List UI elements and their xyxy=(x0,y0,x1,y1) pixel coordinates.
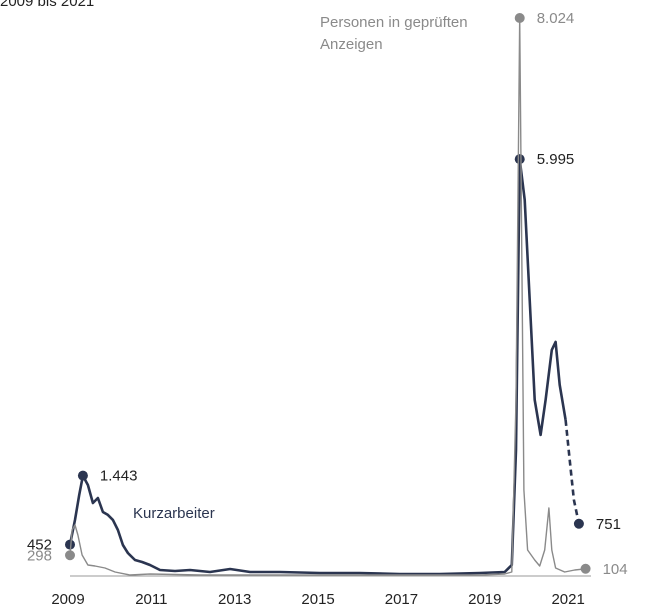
data-point xyxy=(580,563,591,574)
x-tick-label: 2013 xyxy=(218,591,251,608)
x-tick-label: 2021 xyxy=(551,591,584,608)
data-point xyxy=(573,518,584,529)
data-point xyxy=(77,470,88,481)
data-point xyxy=(514,154,525,165)
x-tick-label: 2017 xyxy=(385,591,418,608)
data-label: 452 xyxy=(27,537,52,554)
data-point xyxy=(65,539,75,550)
data-label: 8.024 xyxy=(537,10,575,27)
data-label: 298 xyxy=(27,547,52,564)
data-label: 104 xyxy=(603,561,628,578)
series-label-box: Personen in geprüften Anzeigen xyxy=(320,14,468,53)
series-line-dashed xyxy=(564,419,581,525)
data-label: 1.443 xyxy=(100,468,138,485)
x-tick-label: 2015 xyxy=(301,591,334,608)
data-label: 751 xyxy=(596,516,621,533)
series-line xyxy=(69,17,586,576)
data-point xyxy=(65,550,75,561)
series-label: Personen in geprüften Anzeigen xyxy=(320,14,468,53)
x-tick-label: 2011 xyxy=(135,591,167,608)
data-label: 5.995 xyxy=(537,151,575,168)
data-point xyxy=(514,13,525,23)
series-line xyxy=(68,157,567,576)
x-tick-label: 2009 xyxy=(51,591,84,608)
series-label: Kurzarbeiter xyxy=(133,505,215,522)
chart-subtitle: 2009 bis 2021 xyxy=(0,0,94,10)
x-tick-label: 2019 xyxy=(468,591,501,608)
